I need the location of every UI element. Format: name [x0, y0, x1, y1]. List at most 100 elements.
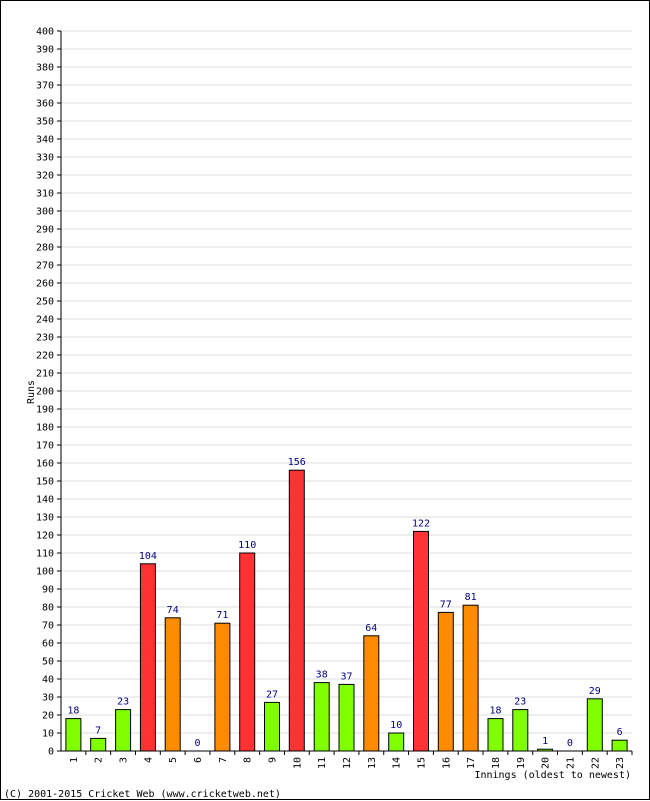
y-tick-label: 210 — [36, 369, 54, 380]
y-tick-label: 290 — [36, 225, 54, 236]
y-tick-label: 350 — [36, 117, 54, 128]
bar-value-label: 7 — [95, 725, 101, 736]
bar — [264, 701, 280, 752]
bar — [214, 622, 231, 752]
bar — [388, 732, 405, 752]
bar-value-label: 37 — [340, 671, 352, 682]
bar-value-label: 81 — [465, 592, 477, 603]
x-tick-label: 10 — [292, 757, 303, 769]
bar — [611, 739, 628, 752]
y-tick-label: 0 — [48, 747, 54, 758]
x-tick-label: 21 — [565, 757, 576, 769]
y-axis: 0 10 20 30 40 50 60 70 80 90 100 110 120 130 140 150 160… — [36, 27, 62, 758]
y-tick-label: 370 — [36, 81, 54, 92]
x-tick-label: 20 — [541, 757, 552, 769]
bar — [239, 552, 256, 752]
x-tick-label: 19 — [516, 757, 527, 769]
bar-value-label: 38 — [316, 670, 328, 681]
bar-value-label: 0 — [567, 738, 573, 749]
bar — [115, 709, 132, 752]
y-tick-label: 280 — [36, 243, 54, 254]
bar-value-label: 6 — [617, 727, 623, 738]
bar-value-label: 10 — [390, 720, 402, 731]
y-tick-label: 50 — [42, 657, 54, 668]
bar — [363, 635, 380, 752]
x-tick-label: 4 — [143, 757, 154, 763]
y-tick-label: 310 — [36, 189, 54, 200]
bar-value-label: 77 — [440, 599, 452, 610]
x-tick-label: 5 — [168, 757, 179, 763]
y-tick-label: 250 — [36, 297, 54, 308]
y-tick-label: 20 — [42, 711, 54, 722]
bar-value-label: 0 — [194, 738, 200, 749]
y-tick-label: 40 — [42, 675, 54, 686]
x-tick-label: 17 — [466, 757, 477, 769]
bar — [413, 530, 429, 752]
y-tick-label: 30 — [42, 693, 54, 704]
y-tick-label: 390 — [36, 45, 54, 56]
x-tick-label: 11 — [317, 757, 328, 769]
y-tick-label: 70 — [42, 621, 54, 632]
y-tick-label: 340 — [36, 135, 54, 146]
y-tick-label: 180 — [36, 423, 54, 434]
y-tick-label: 80 — [42, 603, 54, 614]
bar-value-label: 64 — [365, 623, 377, 634]
x-tick-label: 14 — [392, 757, 403, 769]
y-tick-label: 330 — [36, 153, 54, 164]
x-axis: 1 2 3 4 5 6 7 8 9 10 11 12 13 14 15 16 17 18 19 20 21 22 23 — [61, 750, 633, 769]
copyright-text: (C) 2001-2015 Cricket Web (www.cricketwe… — [4, 789, 281, 800]
bar-value-label: 104 — [139, 551, 157, 562]
y-tick-label: 10 — [42, 729, 54, 740]
y-tick-label: 100 — [36, 567, 54, 578]
bar-value-label: 110 — [238, 540, 256, 551]
bar — [288, 469, 305, 752]
bars — [65, 469, 628, 752]
x-tick-label: 13 — [367, 757, 378, 769]
bar — [139, 563, 156, 752]
x-tick-label: 2 — [94, 757, 105, 763]
y-tick-label: 170 — [36, 441, 54, 452]
bar-value-label: 18 — [67, 706, 79, 717]
y-tick-label: 300 — [36, 207, 54, 218]
bar-value-label: 18 — [489, 706, 501, 717]
x-tick-label: 8 — [243, 757, 254, 763]
y-tick-label: 160 — [36, 459, 54, 470]
bar — [512, 709, 529, 752]
bar — [90, 737, 107, 752]
y-tick-label: 150 — [36, 477, 54, 488]
x-tick-label: 9 — [268, 757, 279, 763]
x-axis-label: Innings (oldest to newest) — [474, 770, 631, 781]
y-tick-label: 240 — [36, 315, 54, 326]
bar-value-label: 1 — [542, 736, 548, 747]
y-tick-label: 200 — [36, 387, 54, 398]
bar-value-label: 27 — [266, 689, 278, 700]
bar — [164, 617, 181, 752]
y-tick-label: 60 — [42, 639, 54, 650]
bar — [65, 718, 82, 752]
y-tick-label: 270 — [36, 261, 54, 272]
x-tick-label: 3 — [119, 757, 130, 763]
x-tick-label: 15 — [417, 757, 428, 769]
bar-value-label: 156 — [288, 457, 306, 468]
bar — [586, 698, 603, 752]
y-tick-label: 90 — [42, 585, 54, 596]
y-tick-label: 190 — [36, 405, 54, 416]
bar — [437, 611, 454, 752]
y-tick-label: 130 — [36, 513, 54, 524]
y-tick-label: 320 — [36, 171, 54, 182]
bar — [313, 682, 330, 752]
y-tick-label: 400 — [36, 27, 54, 38]
y-axis-label: Runs — [26, 380, 37, 404]
y-tick-label: 220 — [36, 351, 54, 362]
y-tick-label: 260 — [36, 279, 54, 290]
x-tick-label: 1 — [69, 757, 80, 763]
bar — [462, 604, 479, 752]
bar-value-label: 74 — [167, 605, 179, 616]
x-tick-label: 6 — [193, 757, 204, 763]
x-tick-label: 18 — [491, 757, 502, 769]
y-tick-label: 140 — [36, 495, 54, 506]
y-tick-label: 230 — [36, 333, 54, 344]
x-tick-label: 7 — [218, 757, 229, 763]
